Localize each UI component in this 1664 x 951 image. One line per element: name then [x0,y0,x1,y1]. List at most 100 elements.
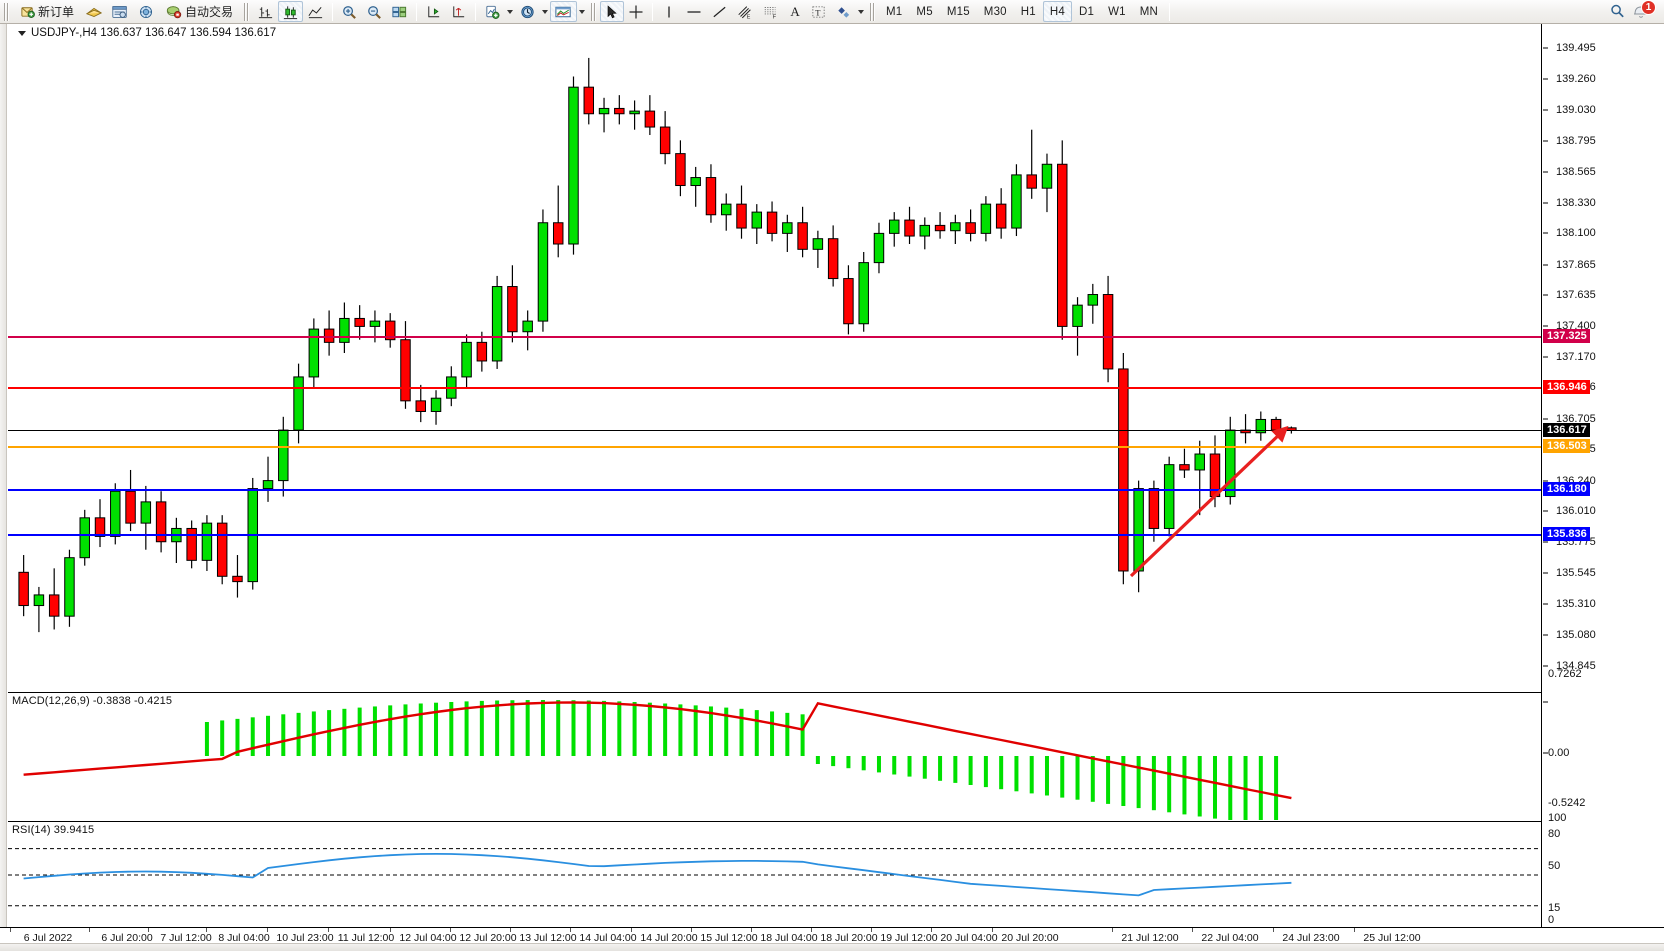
level-line-current-price[interactable] [8,430,1541,432]
chart-area[interactable]: 139.495 139.260 139.030 138.795 138.565 138.3… [0,24,1664,951]
level-label-support-2[interactable]: 135.836 [1543,527,1590,542]
chart-shift-button[interactable] [421,1,446,22]
period-dropdown-arrow[interactable] [540,1,550,22]
text-box-button[interactable]: T [806,1,831,22]
toolbar-grip-2[interactable] [243,2,251,21]
candle-body [980,203,992,234]
equidistant-channel-button[interactable]: E [732,1,758,22]
timeframe-mn[interactable]: MN [1133,1,1165,22]
macd-histogram-bar [342,708,347,756]
timeframe-d1[interactable]: D1 [1072,1,1101,22]
macd-histogram-bar [938,756,943,781]
macd-histogram-bar [1090,756,1095,802]
price-tick-label: 139.260 [1556,73,1596,86]
candle-body [140,501,152,524]
fibonacci-button[interactable]: F [758,1,784,22]
macd-panel[interactable]: MACD(12,26,9) -0.3838 -0.4215 [8,692,1541,820]
candle-body [950,222,961,232]
text-label-button[interactable]: A [784,1,806,22]
macd-histogram-bar [785,712,790,756]
macd-histogram-bar [495,700,500,756]
add-indicator-dropdown-arrow[interactable] [505,1,515,22]
tile-windows-button[interactable] [387,1,412,22]
navigator-button[interactable] [133,1,159,22]
price-tick-mark [1543,202,1548,204]
terminal-window-button[interactable] [107,1,133,22]
templates-dropdown-arrow[interactable] [577,1,587,22]
chart-plot[interactable]: USDJPY-,H4 136.637 136.647 136.594 136.6… [8,24,1541,927]
level-line-support-2[interactable] [8,534,1541,537]
candle-body [79,517,90,559]
timeframe-h4[interactable]: H4 [1042,1,1072,22]
price-axis[interactable]: 139.495 139.260 139.030 138.795 138.565 138.3… [1541,24,1664,927]
timeframe-w1[interactable]: W1 [1101,1,1133,22]
zoom-in-button[interactable] [337,1,362,22]
expert-advisor-button[interactable] [81,1,107,22]
search-button[interactable] [1605,1,1630,22]
bar-chart-button[interactable] [253,1,278,22]
toolbar-grip[interactable] [3,2,10,21]
candle-body [1057,163,1068,327]
shapes-dropdown-arrow[interactable] [856,1,866,22]
level-line-support-1[interactable] [8,488,1541,491]
macd-histogram-bar [770,711,775,756]
timeframe-mn-label: MN [1139,5,1159,18]
vertical-line-button[interactable] [657,1,681,22]
macd-histogram-bar [1014,756,1019,792]
time-tick-label: 20 Jul 20:00 [1001,932,1059,944]
candlestick-chart-button[interactable] [278,1,304,22]
templates-button[interactable] [550,1,578,22]
candle-body [1118,368,1129,572]
candle-body [522,320,533,333]
time-tick-mark [10,928,11,932]
candle-body [965,222,976,234]
chart-collapse-caret[interactable] [18,30,26,36]
new-order-button[interactable]: 新订单 [13,1,81,22]
level-label-resistance-2[interactable]: 137.325 [1543,329,1590,344]
arrow-cursor-button[interactable] [600,1,625,22]
toolbar-grip-4[interactable] [869,2,877,21]
add-indicator-button[interactable] [480,1,505,22]
timeframe-h1[interactable]: H1 [1014,1,1043,22]
level-line-resistance-1[interactable] [8,386,1541,389]
timeframe-m15[interactable]: M15 [940,1,977,22]
toolbar-grip-3[interactable] [590,2,598,21]
candle-body [1270,418,1282,431]
level-label-support-1[interactable]: 136.180 [1543,481,1590,496]
timeframe-m30[interactable]: M30 [977,1,1014,22]
notification-button[interactable]: 1 [1630,0,1656,22]
rsi-panel[interactable]: RSI(14) 39.9415 [8,821,1541,927]
shapes-button[interactable] [831,1,856,22]
price-tick-mark [1543,356,1548,358]
candle-body [476,341,488,362]
auto-trading-button[interactable]: 自动交易 [159,1,240,22]
time-tick-mark [1112,928,1113,932]
crosshair-button[interactable] [624,1,648,22]
level-label-resistance-1[interactable]: 136.946 [1543,379,1590,394]
svg-text:T: T [815,7,821,17]
candle-body [354,317,365,327]
candle-body [232,575,243,583]
timeframe-m1[interactable]: M1 [879,1,909,22]
main-toolbar: 新订单 [0,0,1664,24]
line-chart-button[interactable] [303,1,328,22]
level-line-resistance-2[interactable] [8,336,1541,339]
price-tick-mark [1543,510,1548,512]
timeframe-m5[interactable]: M5 [909,1,939,22]
zoom-out-button[interactable] [362,1,387,22]
candle-body [1133,488,1144,572]
chart-autoscroll-button[interactable] [446,1,471,22]
level-label-current-price[interactable]: 136.617 [1543,423,1590,438]
candle-body [186,527,197,561]
time-tick-label: 20 Jul 04:00 [940,932,998,944]
price-tick-label: 136.010 [1556,505,1596,518]
level-label-pivot[interactable]: 136.503 [1543,438,1590,453]
macd-histogram-bar [1258,756,1263,820]
trendline-button[interactable] [707,1,732,22]
horizontal-line-button[interactable] [681,1,707,22]
macd-histogram-bar [479,700,484,756]
macd-histogram-bar [556,700,561,756]
level-line-pivot[interactable] [8,445,1541,448]
arrow-cursor-icon [607,4,617,18]
period-button[interactable] [515,1,540,22]
